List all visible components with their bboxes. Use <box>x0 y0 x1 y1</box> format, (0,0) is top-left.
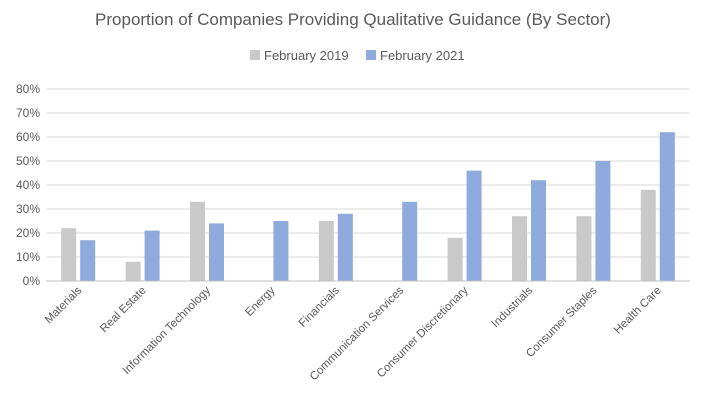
x-category-label: Health Care <box>612 285 664 337</box>
legend-label-february-2021: February 2021 <box>380 48 465 63</box>
y-tick-label: 0% <box>23 274 41 288</box>
bar-february-2021 <box>273 221 289 281</box>
bar-february-2021 <box>337 213 353 281</box>
y-tick-label: 40% <box>16 178 40 192</box>
gridlines <box>46 88 690 258</box>
bar-february-2019 <box>318 221 334 281</box>
x-category-label: Industrials <box>490 284 536 330</box>
bar-february-2021 <box>466 170 482 281</box>
x-category-label: Real Estate <box>98 285 149 336</box>
bar-february-2019 <box>447 237 463 281</box>
y-tick-label: 70% <box>16 106 40 120</box>
x-category-label: Consumer Staples <box>524 284 600 360</box>
x-category-label: Energy <box>243 284 277 318</box>
bar-february-2021 <box>659 132 675 281</box>
bar-february-2019 <box>125 261 141 281</box>
bar-february-2019 <box>576 216 592 281</box>
bar-february-2021 <box>144 230 160 281</box>
bars <box>61 132 675 281</box>
legend: February 2019 February 2021 <box>250 48 465 63</box>
y-axis-ticks: 0% 10% 20% 30% 40% 50% 60% 70% 80% <box>16 82 40 288</box>
y-tick-label: 10% <box>16 250 40 264</box>
legend-swatch-february-2021 <box>366 50 376 60</box>
bar-february-2019 <box>61 228 77 281</box>
x-category-label: Materials <box>43 284 85 326</box>
bar-february-2019 <box>512 216 527 281</box>
legend-label-february-2019: February 2019 <box>264 48 349 63</box>
y-tick-label: 30% <box>16 202 40 216</box>
bar-february-2021 <box>209 223 224 281</box>
bar-february-2019 <box>190 201 205 281</box>
bar-february-2021 <box>402 201 418 281</box>
bar-february-2021 <box>595 161 611 281</box>
chart-title: Proportion of Companies Providing Qualit… <box>95 10 611 29</box>
bar-february-2021 <box>531 180 546 281</box>
bar-february-2021 <box>80 240 96 281</box>
legend-swatch-february-2019 <box>250 50 260 60</box>
y-tick-label: 20% <box>16 226 40 240</box>
y-tick-label: 60% <box>16 130 40 144</box>
y-tick-label: 80% <box>16 82 40 96</box>
y-tick-label: 50% <box>16 154 40 168</box>
bar-february-2019 <box>640 189 656 281</box>
x-category-label: Financials <box>297 284 342 329</box>
